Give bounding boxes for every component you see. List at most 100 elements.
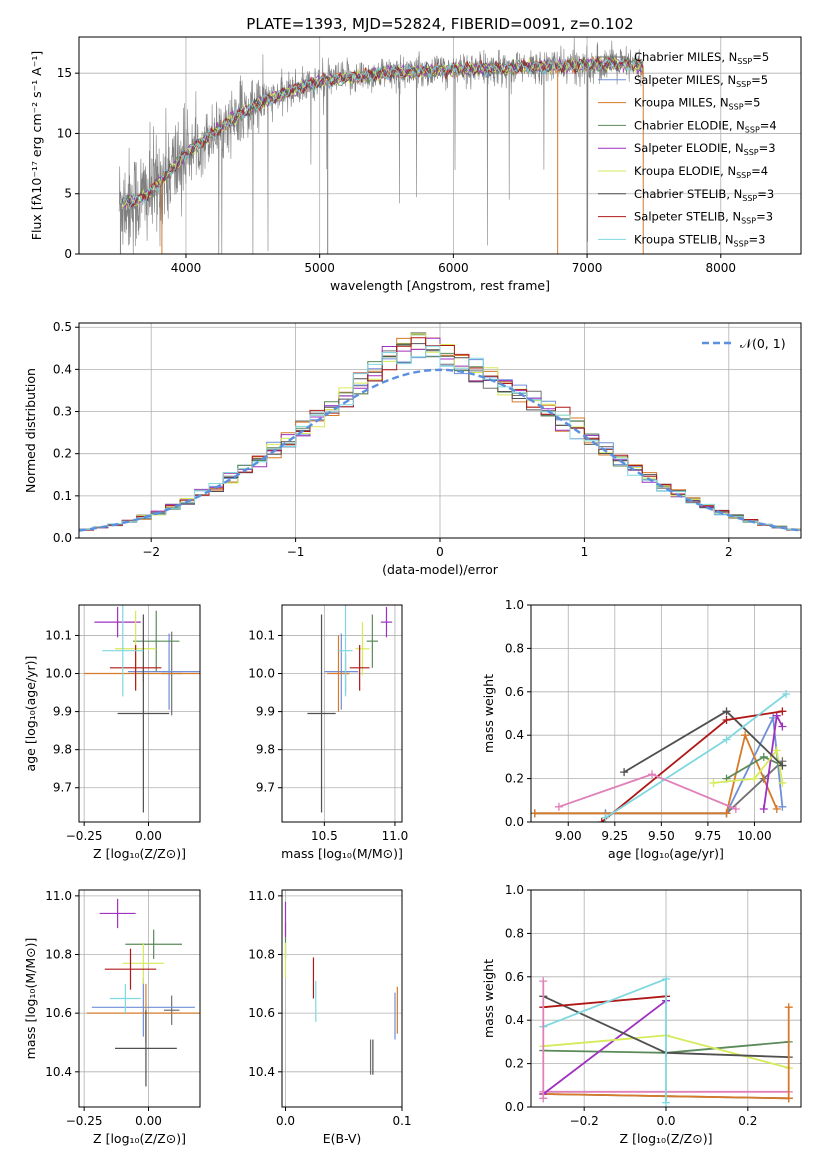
x-axis-label: Z [log₁₀(Z/Z⊙)] bbox=[620, 1131, 713, 1146]
weight-marker bbox=[778, 707, 787, 716]
legend-value: =5 bbox=[744, 96, 761, 110]
tick-label-y: 1.0 bbox=[505, 883, 524, 897]
tick-label-y: 9.7 bbox=[256, 781, 275, 795]
legend-sub: SSP bbox=[741, 217, 756, 226]
tick-label-y: 0.2 bbox=[505, 772, 524, 786]
point-salpeter-stelib bbox=[104, 948, 157, 990]
tick-label-y: 0.2 bbox=[53, 447, 72, 461]
tick-label-x: 0 bbox=[436, 545, 444, 559]
plot-area bbox=[539, 974, 793, 1107]
weight-marker bbox=[759, 804, 768, 813]
plot-area bbox=[84, 605, 200, 813]
tick-label-x: 2 bbox=[725, 545, 733, 559]
legend-label-7: Salpeter STELIB, NSSP=3 bbox=[634, 210, 773, 226]
figure-title: PLATE=1393, MJD=52824, FIBERID=0091, z=0… bbox=[246, 15, 633, 33]
point-chabrier-miles bbox=[163, 995, 180, 1025]
weight-marker bbox=[772, 804, 781, 813]
x-axis-label: Z [log₁₀(Z/Z⊙)] bbox=[93, 1131, 186, 1146]
weight-marker bbox=[601, 813, 610, 822]
axes-residuals: −2 −1 0 1 2 0.0 0.1 0.2 0.3 0.4 0.5 (data-model)/er… bbox=[23, 320, 802, 577]
point-salpeter-elodie bbox=[99, 898, 136, 929]
weight-marker bbox=[722, 809, 731, 818]
spectrum-model-8 bbox=[121, 56, 644, 210]
spectrum-model-1 bbox=[121, 58, 644, 208]
axes-mass-vs-ebv: 0.0 0.1 10.4 10.6 10.8 11.0 E(B-V) bbox=[248, 889, 411, 1146]
legend-label-2: Kroupa MILES, NSSP=5 bbox=[634, 96, 760, 112]
point-kroupa-elodie bbox=[355, 622, 370, 676]
tick-label-y: 0.6 bbox=[505, 970, 524, 984]
tick-label-x: 0.0 bbox=[656, 1114, 675, 1128]
legend-sub: SSP bbox=[745, 125, 760, 134]
weight-marker bbox=[784, 1094, 793, 1103]
axes-frame bbox=[281, 889, 403, 1108]
weight-marker bbox=[759, 752, 768, 761]
point-kroupa-miles bbox=[327, 635, 350, 712]
tick-label-y: 0.4 bbox=[53, 362, 72, 376]
y-axis-label: age [log₁₀(age/yr)] bbox=[23, 656, 38, 772]
point-salpeter-miles bbox=[127, 633, 200, 710]
normal-legend-label: 𝒩(0, 1) bbox=[740, 336, 786, 351]
legend-sub: SSP bbox=[734, 239, 749, 248]
axes-weight-vs-age: 9.00 9.25 9.50 9.75 10.00 0.0 0.2 0.4 0.6 0.8 1.0 a… bbox=[481, 598, 802, 861]
tick-label-y: 10.1 bbox=[248, 628, 275, 642]
weight-marker bbox=[722, 735, 731, 744]
weight-marker bbox=[662, 974, 670, 983]
legend-value: =3 bbox=[756, 210, 773, 224]
legend-label-5: Kroupa ELODIE, NSSP=4 bbox=[634, 164, 768, 180]
tick-label-y: 0.4 bbox=[505, 1013, 524, 1027]
tick-label-x: −0.25 bbox=[66, 1114, 103, 1128]
plot-area bbox=[86, 898, 200, 1087]
tick-label-y: 0.6 bbox=[505, 685, 524, 699]
tick-label-y: 9.8 bbox=[53, 743, 72, 757]
tick-label-x: 9.50 bbox=[648, 829, 675, 843]
axes-frame bbox=[78, 604, 201, 823]
plot-area bbox=[118, 37, 644, 254]
tick-label-y: 0.1 bbox=[53, 489, 72, 503]
tick-label-x: 8000 bbox=[706, 261, 737, 275]
weight-line-2 bbox=[534, 732, 778, 815]
point-kroupa-elodie bbox=[122, 942, 164, 984]
weight-marker bbox=[597, 818, 606, 822]
point-chabrier-stelib bbox=[115, 1010, 177, 1087]
legend-value: =4 bbox=[751, 164, 768, 178]
x-axis-label: wavelength [Angstrom, rest frame] bbox=[330, 278, 550, 293]
weight-marker bbox=[731, 804, 740, 813]
tick-label-y: 10.8 bbox=[248, 948, 275, 962]
x-axis-label: Z [log₁₀(Z/Z⊙)] bbox=[93, 846, 186, 861]
grid bbox=[282, 605, 402, 822]
tick-label-x: 1 bbox=[581, 545, 589, 559]
tick-label-x: 4000 bbox=[171, 261, 202, 275]
spectrum-model-3 bbox=[121, 54, 644, 207]
tick-label-x: 10.00 bbox=[737, 829, 771, 843]
legend-value: =3 bbox=[759, 141, 776, 155]
histogram-8 bbox=[79, 345, 801, 530]
point-chabrier-elodie bbox=[133, 610, 180, 672]
tick-label-x: 9.00 bbox=[555, 829, 582, 843]
tick-label-y: 0.5 bbox=[53, 320, 72, 334]
legend-sub: SSP bbox=[736, 171, 751, 180]
axes-frame bbox=[78, 36, 802, 255]
weight-marker bbox=[662, 1098, 670, 1107]
spectrum-model-2 bbox=[121, 56, 644, 209]
point-salpeter-stelib bbox=[349, 644, 370, 691]
tick-label-x: 0.1 bbox=[392, 1114, 411, 1128]
weight-line-4 bbox=[542, 999, 667, 1095]
tick-label-y: 10.4 bbox=[248, 1065, 275, 1079]
tick-label-y: 10.8 bbox=[45, 948, 72, 962]
weight-marker bbox=[620, 768, 629, 777]
weight-line-5 bbox=[713, 748, 784, 784]
y-axis-label: mass weight bbox=[481, 674, 496, 753]
y-axis-label: Normed distribution bbox=[23, 368, 38, 493]
tick-label-x: 9.75 bbox=[695, 829, 722, 843]
tick-label-x: 10.5 bbox=[311, 829, 338, 843]
tick-label-y: 5 bbox=[64, 187, 72, 201]
tick-label-x: 0.00 bbox=[135, 829, 162, 843]
tick-label-y: 0.0 bbox=[53, 531, 72, 545]
weight-marker bbox=[722, 707, 731, 716]
tick-label-x: 5000 bbox=[304, 261, 335, 275]
plot-area bbox=[79, 332, 801, 532]
x-axis-label: age [log₁₀(age/yr)] bbox=[608, 846, 724, 861]
legend-value: =5 bbox=[751, 73, 768, 87]
tick-label-x: 9.25 bbox=[601, 829, 628, 843]
legend-label-3: Chabrier ELODIE, NSSP=4 bbox=[634, 118, 777, 134]
